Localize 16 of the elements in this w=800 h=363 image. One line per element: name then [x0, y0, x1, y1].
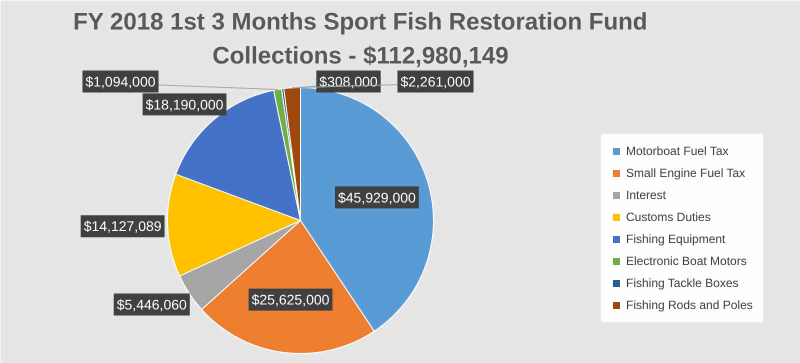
data-label: $14,127,089 [84, 218, 162, 234]
data-label: $18,190,000 [146, 96, 224, 112]
data-label: $2,261,000 [400, 74, 471, 90]
data-label: $5,446,060 [116, 296, 188, 313]
legend-label: Fishing Equipment [626, 232, 726, 246]
legend-label: Customs Duties [626, 210, 711, 224]
legend-label: Interest [626, 188, 666, 202]
legend-label: Motorboat Fuel Tax [626, 144, 728, 158]
legend-label: Electronic Boat Motors [626, 254, 747, 268]
data-label: $25,625,000 [252, 292, 330, 308]
chart-title: FY 2018 1st 3 Months Sport Fish Restoration Fund Collections - $112,980,149 [73, 8, 648, 70]
data-label: $45,929,000 [338, 189, 416, 206]
legend-label: Fishing Tackle Boxes [626, 276, 738, 290]
legend-label: Fishing Rods and Poles [626, 298, 753, 312]
data-label: $1,094,000 [85, 74, 156, 90]
legend-label: Small Engine Fuel Tax [626, 166, 746, 180]
